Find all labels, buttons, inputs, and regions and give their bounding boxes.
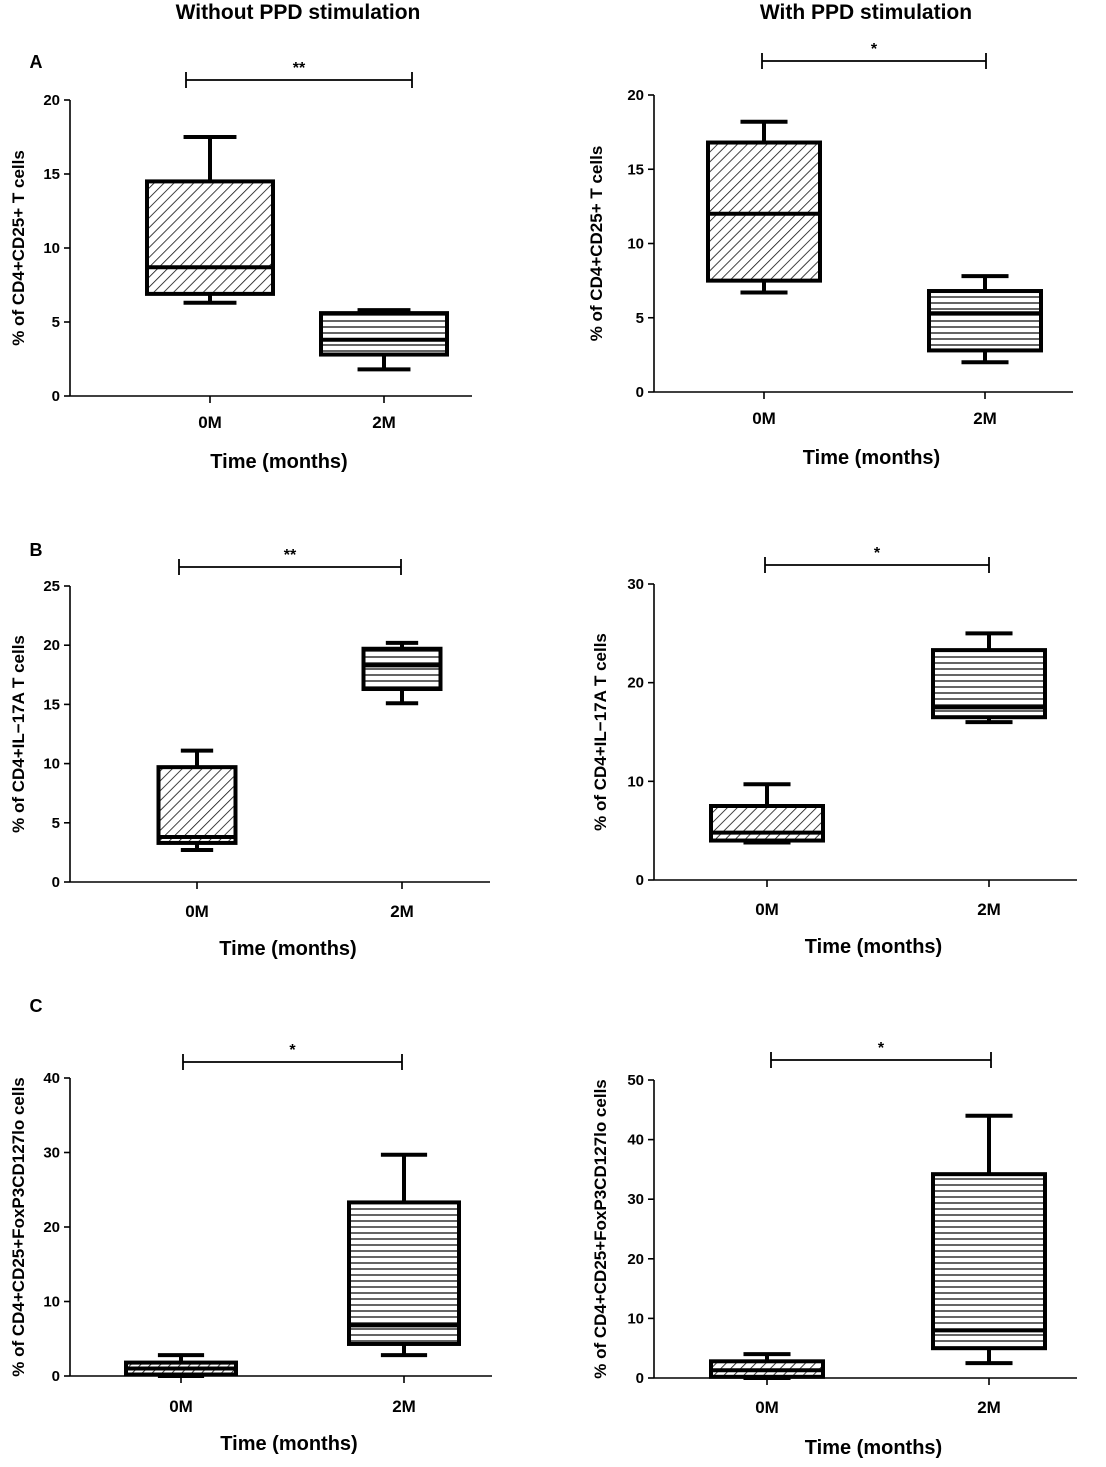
- x-category-label: 2M: [977, 900, 1001, 919]
- box-0m: [145, 135, 275, 305]
- panel-letter: C: [30, 996, 43, 1016]
- y-tick-label: 30: [627, 1191, 644, 1208]
- column-title-without-ppd: Without PPD stimulation: [176, 1, 421, 24]
- y-tick-label: 15: [627, 161, 644, 178]
- y-tick-label: 10: [627, 236, 644, 253]
- y-tick-label: 5: [636, 310, 644, 327]
- significance-label: *: [289, 1042, 296, 1059]
- x-axis-title: Time (months): [219, 938, 356, 960]
- box-iqr: [361, 646, 443, 692]
- box-2m: [931, 631, 1047, 725]
- y-tick-label: 20: [627, 87, 644, 104]
- box-iqr: [709, 804, 825, 843]
- y-tick-label: 5: [52, 815, 60, 832]
- box-0m: [156, 748, 238, 853]
- chart-panel-6: 0 10 20 30 40 50 0M 2M Time (months) % of CD4+CD2…: [591, 1040, 1077, 1459]
- chart-panel-5: C 0 10 20 30 40 0M 2M Time (months) % of CD4+CD25…: [9, 996, 492, 1455]
- x-axis-title: Time (months): [803, 447, 940, 469]
- box-0m: [709, 1352, 825, 1380]
- chart-panel-1: A 0 5 10 15 20 0M 2M Time (months) % of CD4+CD25+…: [9, 52, 472, 473]
- chart-panel-2: 0 5 10 15 20 0M 2M Time (months) % of CD4+CD25+ …: [587, 41, 1073, 469]
- x-category-label: 2M: [372, 413, 396, 432]
- box-0m: [124, 1353, 238, 1378]
- y-tick-label: 10: [43, 756, 60, 773]
- y-tick-label: 15: [43, 696, 60, 713]
- box-2m: [931, 1113, 1047, 1366]
- x-category-label: 0M: [755, 1398, 779, 1417]
- y-tick-label: 5: [52, 314, 60, 331]
- y-tick-label: 0: [52, 874, 60, 891]
- x-category-label: 0M: [198, 413, 222, 432]
- column-title-with-ppd: With PPD stimulation: [760, 1, 972, 24]
- x-category-label: 2M: [392, 1397, 416, 1416]
- box-2m: [319, 308, 449, 372]
- x-axis-title: Time (months): [805, 1437, 942, 1459]
- x-category-label: 2M: [973, 409, 997, 428]
- y-tick-label: 0: [636, 384, 644, 401]
- x-category-label: 0M: [755, 900, 779, 919]
- y-tick-label: 20: [43, 92, 60, 109]
- y-tick-label: 20: [43, 1219, 60, 1236]
- y-tick-label: 10: [627, 1310, 644, 1327]
- x-category-label: 2M: [390, 902, 414, 921]
- box-2m: [347, 1152, 461, 1358]
- panel-letter: B: [30, 540, 43, 560]
- y-tick-label: 0: [52, 1368, 60, 1385]
- y-tick-label: 50: [627, 1072, 644, 1089]
- box-iqr: [927, 289, 1043, 353]
- panel-letter: A: [30, 52, 43, 72]
- x-category-label: 0M: [185, 902, 209, 921]
- chart-panel-3: B 0 5 10 15 20 25 0M 2M Time (months) % of CD4+IL−…: [9, 540, 490, 960]
- significance-label: *: [878, 1040, 885, 1057]
- y-tick-label: 0: [636, 872, 644, 889]
- y-axis-title: % of CD4+CD25+FoxP3CD127lo cells: [591, 1079, 610, 1379]
- y-tick-label: 30: [43, 1145, 60, 1162]
- box-iqr: [145, 179, 275, 296]
- box-2m: [361, 640, 443, 706]
- y-tick-label: 20: [43, 637, 60, 654]
- y-axis-title: % of CD4+CD25+FoxP3CD127lo cells: [9, 1077, 28, 1377]
- chart-panels: A 0 5 10 15 20 0M 2M Time (months) % of CD4+CD25+…: [9, 41, 1077, 1459]
- y-axis-title: % of CD4+CD25+ T cells: [587, 146, 606, 342]
- box-0m: [706, 119, 822, 295]
- x-axis-title: Time (months): [210, 451, 347, 473]
- x-axis-title: Time (months): [220, 1433, 357, 1455]
- y-tick-label: 40: [43, 1070, 60, 1087]
- box-iqr: [347, 1200, 461, 1346]
- y-tick-label: 10: [43, 240, 60, 257]
- y-tick-label: 25: [43, 578, 60, 595]
- y-tick-label: 0: [636, 1370, 644, 1387]
- x-axis-title: Time (months): [805, 936, 942, 958]
- y-tick-label: 0: [52, 388, 60, 405]
- box-iqr: [156, 765, 238, 845]
- significance-label: **: [284, 547, 297, 564]
- box-iqr: [931, 1172, 1047, 1351]
- chart-panel-4: 0 10 20 30 0M 2M Time (months) % of CD4+IL−17A …: [591, 545, 1077, 958]
- y-tick-label: 15: [43, 166, 60, 183]
- y-axis-title: % of CD4+IL−17A T cells: [591, 633, 610, 831]
- x-category-label: 0M: [169, 1397, 193, 1416]
- y-tick-label: 40: [627, 1132, 644, 1149]
- significance-label: **: [293, 60, 306, 77]
- significance-label: *: [871, 41, 878, 58]
- y-tick-label: 10: [627, 773, 644, 790]
- x-category-label: 0M: [752, 409, 776, 428]
- box-2m: [927, 274, 1043, 365]
- y-axis-title: % of CD4+CD25+ T cells: [9, 150, 28, 346]
- x-category-label: 2M: [977, 1398, 1001, 1417]
- y-axis-title: % of CD4+IL−17A T cells: [9, 635, 28, 833]
- y-tick-label: 20: [627, 675, 644, 692]
- significance-label: *: [874, 545, 881, 562]
- box-iqr: [706, 140, 822, 283]
- box-iqr: [319, 311, 449, 357]
- y-tick-label: 20: [627, 1251, 644, 1268]
- y-tick-label: 10: [43, 1294, 60, 1311]
- box-0m: [709, 782, 825, 845]
- y-tick-label: 30: [627, 576, 644, 593]
